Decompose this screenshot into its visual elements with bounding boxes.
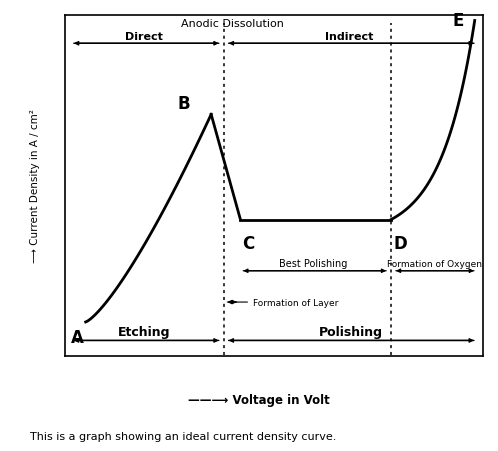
Text: ⟶ Current Density in A / cm²: ⟶ Current Density in A / cm² — [30, 109, 40, 263]
Text: Formation of Oxygen: Formation of Oxygen — [387, 259, 483, 268]
Text: ——⟶ Voltage in Volt: ——⟶ Voltage in Volt — [188, 393, 330, 405]
Text: Indirect: Indirect — [325, 32, 374, 42]
Text: Direct: Direct — [125, 32, 163, 42]
Text: B: B — [178, 94, 190, 112]
Text: Formation of Layer: Formation of Layer — [235, 298, 338, 307]
Text: E: E — [453, 12, 464, 30]
Text: This is a graph showing an ideal current density curve.: This is a graph showing an ideal current… — [30, 431, 336, 441]
Text: C: C — [243, 234, 255, 252]
Text: A: A — [71, 328, 84, 346]
Text: Polishing: Polishing — [319, 326, 383, 338]
Text: D: D — [393, 234, 407, 252]
Text: Anodic Dissolution: Anodic Dissolution — [181, 18, 283, 28]
Text: Etching: Etching — [118, 326, 170, 338]
Text: Best Polishing: Best Polishing — [279, 258, 348, 268]
